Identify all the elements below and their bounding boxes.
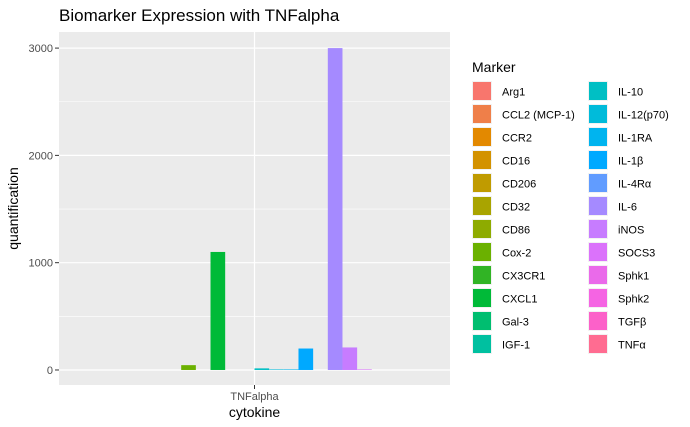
x-axis-title: cytokine [229, 404, 281, 420]
legend-swatch [473, 266, 491, 284]
legend-label: CD206 [502, 179, 536, 191]
y-tick-label: 1000 [29, 258, 53, 270]
legend-swatch [473, 128, 491, 146]
legend-title: Marker [472, 59, 516, 75]
bar-il-1ra [283, 369, 299, 370]
legend-label: TNFα [618, 340, 646, 352]
legend-label: Sphk2 [618, 294, 649, 306]
legend-label: IL-4Rα [618, 179, 652, 191]
y-tick-label: 2000 [29, 150, 53, 162]
bar-cox-2 [181, 365, 196, 370]
legend-swatch [589, 243, 607, 261]
y-tick-label: 3000 [29, 43, 53, 55]
chart-title: Biomarker Expression with TNFalpha [59, 6, 340, 25]
legend-label: CXCL1 [502, 294, 537, 306]
legend-label: CCR2 [502, 133, 532, 145]
legend-label: IL-10 [618, 87, 643, 99]
legend-swatch [589, 105, 607, 123]
legend-label: SOCS3 [618, 248, 655, 260]
legend-label: iNOS [618, 225, 644, 237]
legend-swatch [473, 220, 491, 238]
legend-label: IL-6 [618, 202, 637, 214]
legend-swatch [473, 312, 491, 330]
legend-label: IL-1β [618, 156, 643, 168]
legend-swatch [589, 174, 607, 192]
bar-socs3 [357, 369, 372, 370]
legend-swatch [589, 128, 607, 146]
legend-label: CX3CR1 [502, 271, 545, 283]
y-tick-label: 0 [47, 365, 53, 377]
legend-swatch [589, 266, 607, 284]
legend-swatch [589, 335, 607, 353]
legend-swatch [589, 220, 607, 238]
legend-label: CD86 [502, 225, 530, 237]
legend-swatch [473, 335, 491, 353]
legend-swatch [589, 82, 607, 100]
bar-il-1- [298, 348, 314, 370]
legend-swatch [473, 243, 491, 261]
legend-swatch [473, 289, 491, 307]
y-axis-title: quantification [5, 167, 21, 250]
bar-il-6 [327, 48, 343, 370]
legend-label: TGFβ [618, 317, 646, 329]
legend-label: CCL2 (MCP-1) [502, 110, 575, 122]
legend-label: IL-1RA [618, 133, 653, 145]
bars [181, 48, 372, 370]
legend-label: Cox-2 [502, 248, 531, 260]
legend-label: CD16 [502, 156, 530, 168]
legend-swatch [473, 105, 491, 123]
bar-inos [342, 347, 358, 370]
legend: Marker Arg1 CCL2 (MCP-1) CCR2 CD16 CD206 CD32… [472, 59, 669, 354]
axes: 0 1000 2000 3000 TNFalpha [29, 43, 280, 403]
legend-swatch [589, 151, 607, 169]
legend-swatch [589, 289, 607, 307]
legend-swatch [473, 151, 491, 169]
legend-swatch [473, 174, 491, 192]
legend-label: IL-12(p70) [618, 110, 669, 122]
legend-label: Sphk1 [618, 271, 649, 283]
legend-label: IGF-1 [502, 340, 530, 352]
legend-label: CD32 [502, 202, 530, 214]
legend-swatch [473, 197, 491, 215]
legend-label: Arg1 [502, 87, 525, 99]
legend-label: Gal-3 [502, 317, 529, 329]
legend-swatch [589, 312, 607, 330]
bar-il-12-p70- [269, 369, 284, 370]
bar-il-10 [254, 368, 270, 370]
x-tick-label: TNFalpha [230, 391, 279, 403]
bar-cxcl1 [210, 251, 226, 370]
legend-swatch [589, 197, 607, 215]
legend-swatch [473, 82, 491, 100]
